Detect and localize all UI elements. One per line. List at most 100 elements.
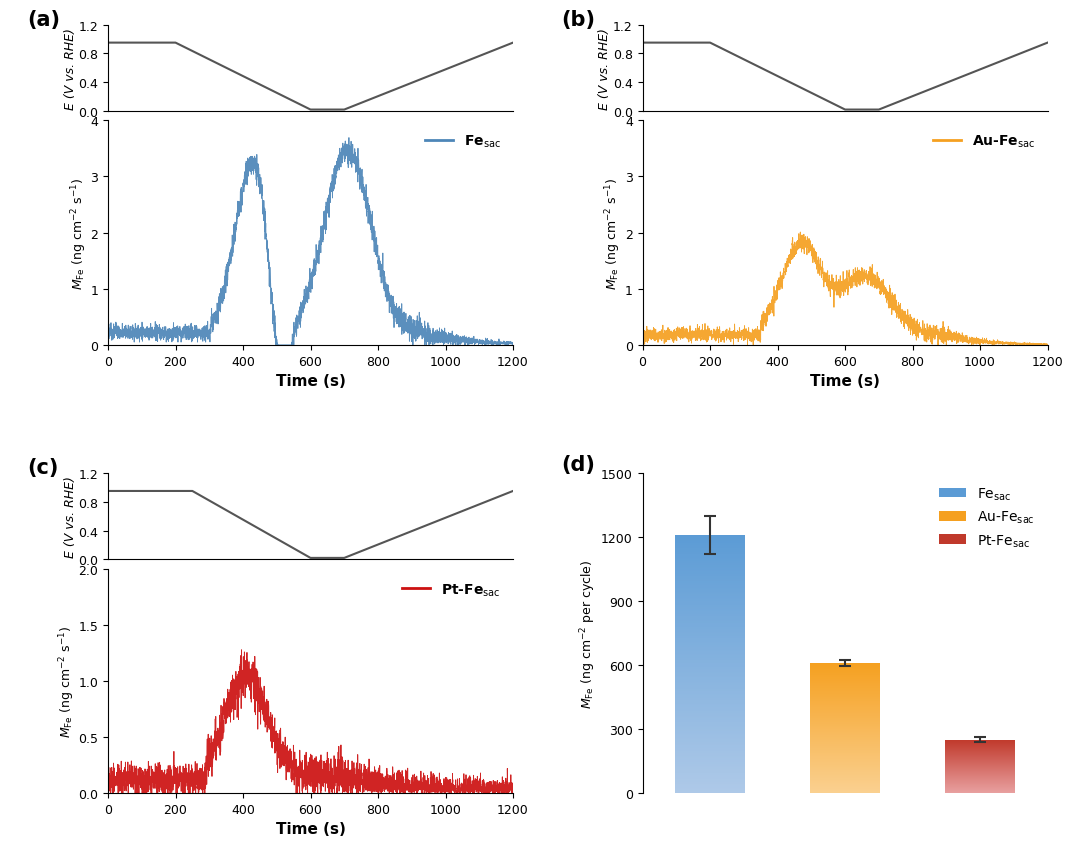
Bar [675, 748, 745, 750]
Bar [675, 735, 745, 736]
Bar [675, 638, 745, 640]
Bar [675, 753, 745, 755]
Bar [675, 750, 745, 751]
Bar [675, 707, 745, 708]
Bar [675, 791, 745, 792]
Text: (d): (d) [562, 454, 595, 474]
Bar [675, 653, 745, 654]
Bar [675, 746, 745, 747]
Bar [675, 654, 745, 655]
Bar [675, 758, 745, 760]
Bar [675, 548, 745, 549]
Bar [675, 594, 745, 595]
Bar [675, 620, 745, 622]
Bar [675, 584, 745, 585]
Bar [675, 730, 745, 731]
Bar [675, 690, 745, 692]
Y-axis label: $M_{\mathrm{Fe}}$ (ng cm$^{-2}$ s$^{-1}$): $M_{\mathrm{Fe}}$ (ng cm$^{-2}$ s$^{-1}$… [604, 177, 623, 289]
Y-axis label: E (V vs. RHE): E (V vs. RHE) [64, 28, 77, 110]
Bar [675, 630, 745, 632]
Bar [675, 577, 745, 579]
Bar [675, 561, 745, 562]
Bar [675, 591, 745, 592]
Bar [675, 556, 745, 557]
Bar [675, 580, 745, 582]
X-axis label: Time (s): Time (s) [275, 374, 346, 389]
Bar [675, 609, 745, 610]
Bar [675, 683, 745, 685]
Bar [675, 585, 745, 587]
Bar [675, 537, 745, 538]
Text: (a): (a) [27, 10, 60, 30]
Bar [675, 747, 745, 748]
Bar [675, 673, 745, 675]
Bar [675, 625, 745, 627]
Bar [675, 604, 745, 605]
Bar [675, 641, 745, 642]
Bar [675, 682, 745, 683]
Bar [675, 597, 745, 599]
Bar [675, 574, 745, 575]
Bar [675, 619, 745, 620]
Bar [675, 557, 745, 559]
Bar [675, 592, 745, 594]
Bar [675, 659, 745, 660]
Bar [675, 739, 745, 740]
Bar [675, 543, 745, 544]
Bar [675, 595, 745, 596]
Text: (b): (b) [562, 10, 595, 30]
Bar [675, 579, 745, 580]
Bar [675, 599, 745, 600]
Bar [675, 781, 745, 783]
Bar [675, 665, 745, 667]
Bar [675, 763, 745, 765]
Bar [675, 582, 745, 583]
Bar [675, 607, 745, 609]
Bar [675, 792, 745, 793]
Bar [675, 539, 745, 541]
Bar [675, 676, 745, 677]
Bar [675, 752, 745, 753]
X-axis label: Time (s): Time (s) [810, 374, 880, 389]
Bar [675, 536, 745, 537]
Bar [675, 771, 745, 773]
Bar [675, 784, 745, 786]
Bar [675, 774, 745, 775]
Bar [675, 562, 745, 564]
Bar [675, 694, 745, 695]
Bar [675, 765, 745, 766]
Bar [675, 678, 745, 680]
Bar [675, 705, 745, 707]
Bar [675, 773, 745, 774]
Bar [675, 668, 745, 670]
Bar [675, 685, 745, 686]
Bar [675, 649, 745, 650]
Y-axis label: $M_{\mathrm{Fe}}$ (ng cm$^{-2}$ per cycle): $M_{\mathrm{Fe}}$ (ng cm$^{-2}$ per cycl… [579, 559, 598, 708]
Bar [675, 655, 745, 657]
Bar [675, 731, 745, 733]
Bar [675, 695, 745, 697]
X-axis label: Time (s): Time (s) [275, 821, 346, 837]
Bar [675, 606, 745, 607]
Bar [675, 769, 745, 770]
Legend: Pt-Fe$_{\mathrm{sac}}$: Pt-Fe$_{\mathrm{sac}}$ [396, 576, 507, 603]
Bar [675, 618, 745, 619]
Bar [675, 720, 745, 721]
Bar [675, 570, 745, 572]
Bar [675, 544, 745, 546]
Bar [675, 633, 745, 635]
Bar [675, 766, 745, 768]
Bar [675, 538, 745, 539]
Bar [675, 664, 745, 665]
Bar [675, 617, 745, 618]
Bar [675, 761, 745, 763]
Bar [675, 600, 745, 601]
Bar [675, 716, 745, 717]
Bar [675, 587, 745, 589]
Bar [675, 693, 745, 694]
Bar [675, 559, 745, 560]
Bar [675, 734, 745, 735]
Bar [675, 751, 745, 752]
Bar [675, 779, 745, 780]
Bar [675, 589, 745, 591]
